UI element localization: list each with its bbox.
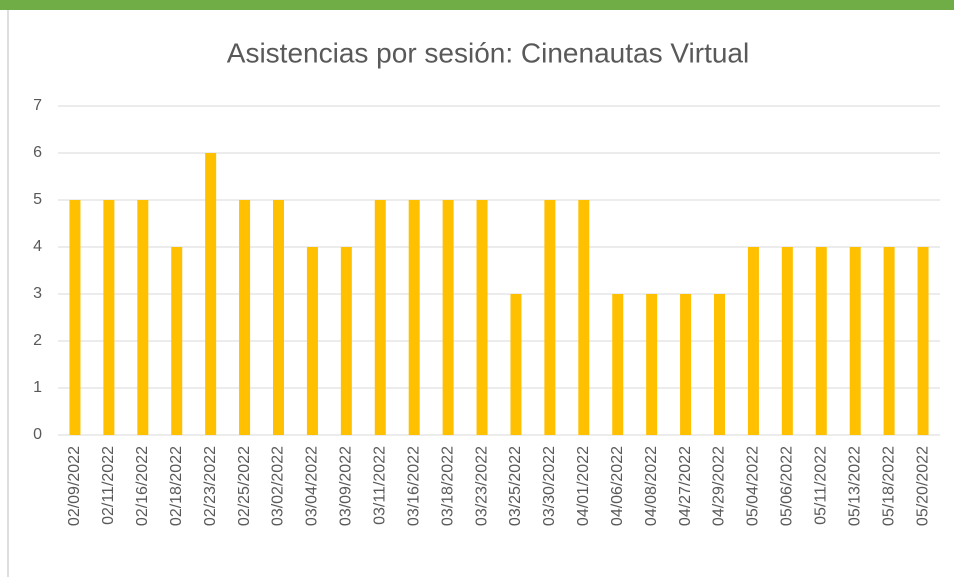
- bar: [408, 200, 420, 435]
- bar: [340, 247, 352, 435]
- x-tick-label: 03/16/2022: [405, 446, 422, 526]
- bar: [442, 200, 454, 435]
- bar: [747, 247, 759, 435]
- x-tick-label: 05/06/2022: [779, 446, 796, 526]
- bar: [476, 200, 488, 435]
- bar: [578, 200, 590, 435]
- bar: [714, 294, 725, 435]
- x-tick-label: 05/18/2022: [880, 446, 897, 526]
- x-tick-label: 05/20/2022: [914, 446, 931, 526]
- y-tick-label: 3: [33, 285, 42, 302]
- x-tick-label: 04/08/2022: [643, 446, 660, 526]
- x-tick-label: 03/09/2022: [338, 446, 355, 526]
- x-tick-label: 03/18/2022: [439, 446, 456, 526]
- bar: [544, 200, 556, 435]
- x-tick-label: 03/11/2022: [371, 446, 388, 525]
- y-tick-label: 6: [33, 144, 42, 161]
- x-tick-label: 03/04/2022: [304, 446, 321, 526]
- x-tick-label: 03/25/2022: [507, 446, 524, 526]
- x-tick-label: 02/25/2022: [236, 446, 253, 526]
- x-tick-label: 03/23/2022: [473, 446, 490, 526]
- x-tick-label: 02/09/2022: [66, 446, 83, 526]
- x-tick-label: 03/02/2022: [270, 446, 287, 526]
- bar: [137, 200, 149, 435]
- x-tick-label: 04/29/2022: [711, 446, 728, 526]
- x-tick-label: 04/06/2022: [609, 446, 626, 526]
- x-tick-label: 05/11/2022: [812, 446, 829, 525]
- bar: [680, 294, 692, 435]
- bar: [374, 200, 386, 435]
- y-tick-label: 7: [33, 97, 42, 114]
- x-tick-label: 05/04/2022: [745, 446, 762, 526]
- y-tick-label: 0: [33, 426, 42, 443]
- bar: [69, 200, 81, 435]
- x-tick-label: 04/27/2022: [677, 446, 694, 526]
- bar: [171, 247, 183, 435]
- bar: [612, 294, 624, 435]
- x-tick-label: 03/30/2022: [541, 446, 558, 526]
- x-tick-label: 05/13/2022: [846, 446, 863, 526]
- bar: [917, 247, 929, 435]
- bar: [883, 247, 895, 435]
- bar: [510, 294, 522, 435]
- bar: [815, 247, 827, 435]
- y-tick-label: 4: [33, 238, 42, 255]
- y-tick-label: 5: [33, 191, 42, 208]
- x-tick-label: 02/11/2022: [100, 446, 117, 525]
- x-tick-label: 02/18/2022: [168, 446, 185, 526]
- bar: [205, 153, 217, 435]
- bar: [781, 247, 793, 435]
- x-tick-label: 02/16/2022: [134, 446, 151, 526]
- bar: [646, 294, 658, 435]
- bar: [103, 200, 115, 435]
- bar: [273, 200, 284, 435]
- bar: [849, 247, 861, 435]
- x-tick-label: 04/01/2022: [575, 446, 592, 526]
- y-tick-label: 1: [33, 379, 42, 396]
- bar: [306, 247, 318, 435]
- x-tick-label: 02/23/2022: [202, 446, 219, 526]
- header-bar: [0, 0, 954, 10]
- chart-title: Asistencias por sesión: Cinenautas Virtu…: [227, 37, 749, 68]
- bar: [239, 200, 251, 435]
- y-tick-label: 2: [33, 332, 42, 349]
